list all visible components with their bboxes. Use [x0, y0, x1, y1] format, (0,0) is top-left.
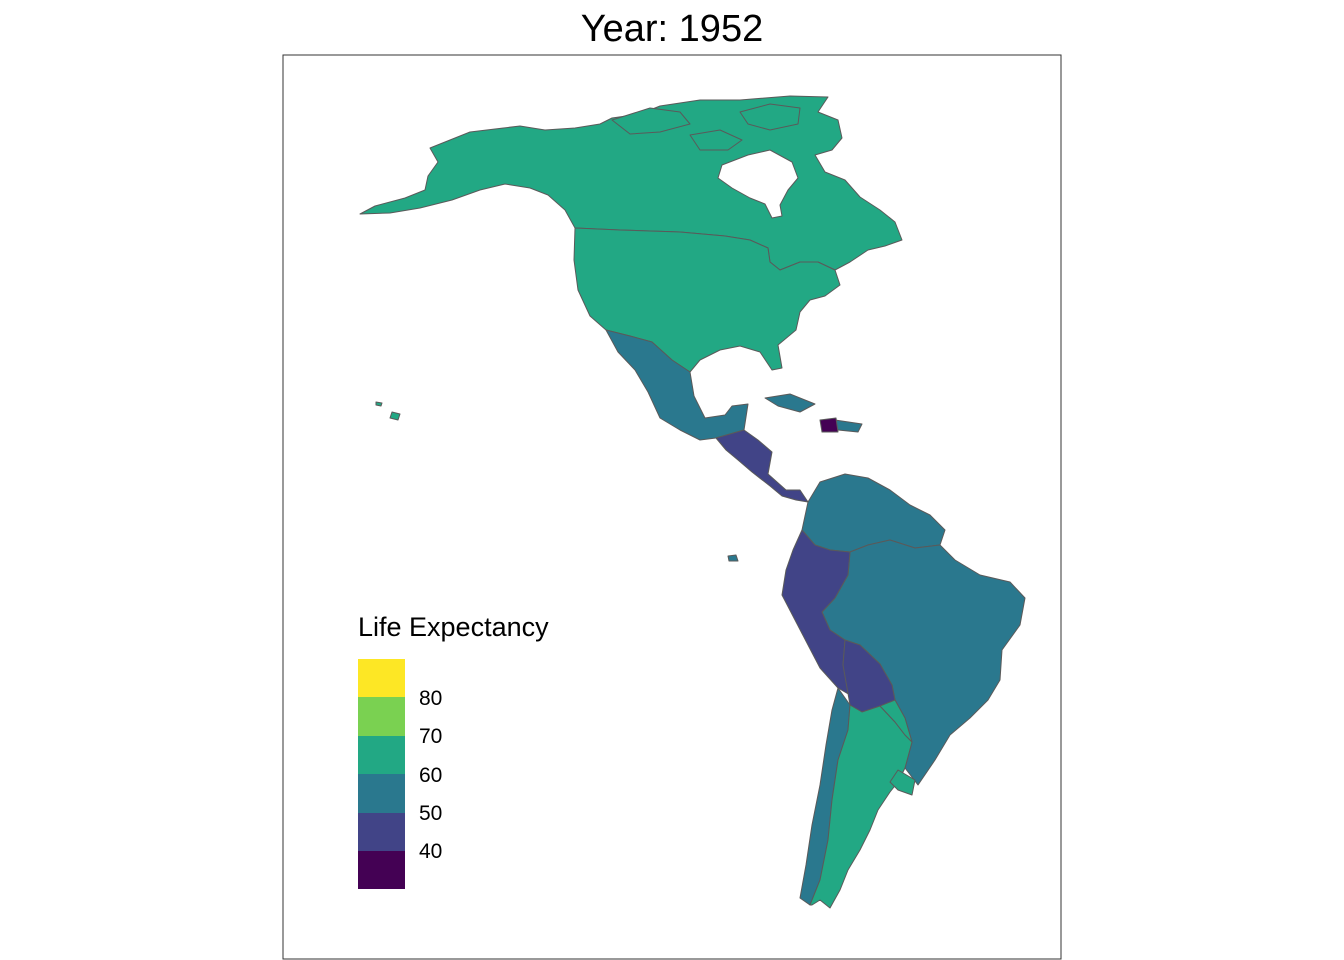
map-title: Year: 1952 — [580, 8, 764, 50]
legend-tick-40: 40 — [419, 840, 443, 863]
legend-tick-70: 70 — [419, 725, 443, 748]
legend-swatch-3 — [358, 735, 405, 775]
legend-swatch-6 — [358, 850, 405, 890]
legend-tick-80: 80 — [419, 687, 443, 710]
legend-swatch-1 — [358, 659, 405, 698]
legend-title: Life Expectancy — [358, 612, 549, 642]
hudson-bay — [717, 149, 799, 219]
region-caribbean-2 — [834, 419, 863, 433]
region-haiti — [819, 417, 839, 433]
hawaii-islands — [389, 411, 401, 421]
region-canada-islands-2 — [739, 103, 801, 131]
map-panel-border — [282, 54, 1062, 960]
legend-tick-60: 60 — [419, 764, 443, 787]
legend-tick-50: 50 — [419, 802, 443, 825]
region-uruguay — [889, 769, 916, 796]
region-canada-islands-1 — [611, 107, 691, 135]
legend-swatch-2 — [358, 697, 405, 736]
legend-swatches — [358, 659, 405, 890]
region-canada — [359, 95, 903, 271]
region-caribbean — [764, 393, 816, 413]
region-northern-south-america — [801, 473, 946, 553]
region-mexico — [605, 329, 749, 441]
legend: Life Expectancy 80 70 60 50 40 — [358, 612, 549, 890]
legend-swatch-4 — [358, 774, 405, 813]
region-paraguay — [879, 699, 913, 743]
galapagos-islands — [727, 554, 739, 562]
region-central-america — [715, 429, 809, 503]
hawaii-islands-small — [375, 401, 383, 407]
legend-swatch-5 — [358, 812, 405, 851]
region-canada-islands-3 — [689, 129, 743, 151]
